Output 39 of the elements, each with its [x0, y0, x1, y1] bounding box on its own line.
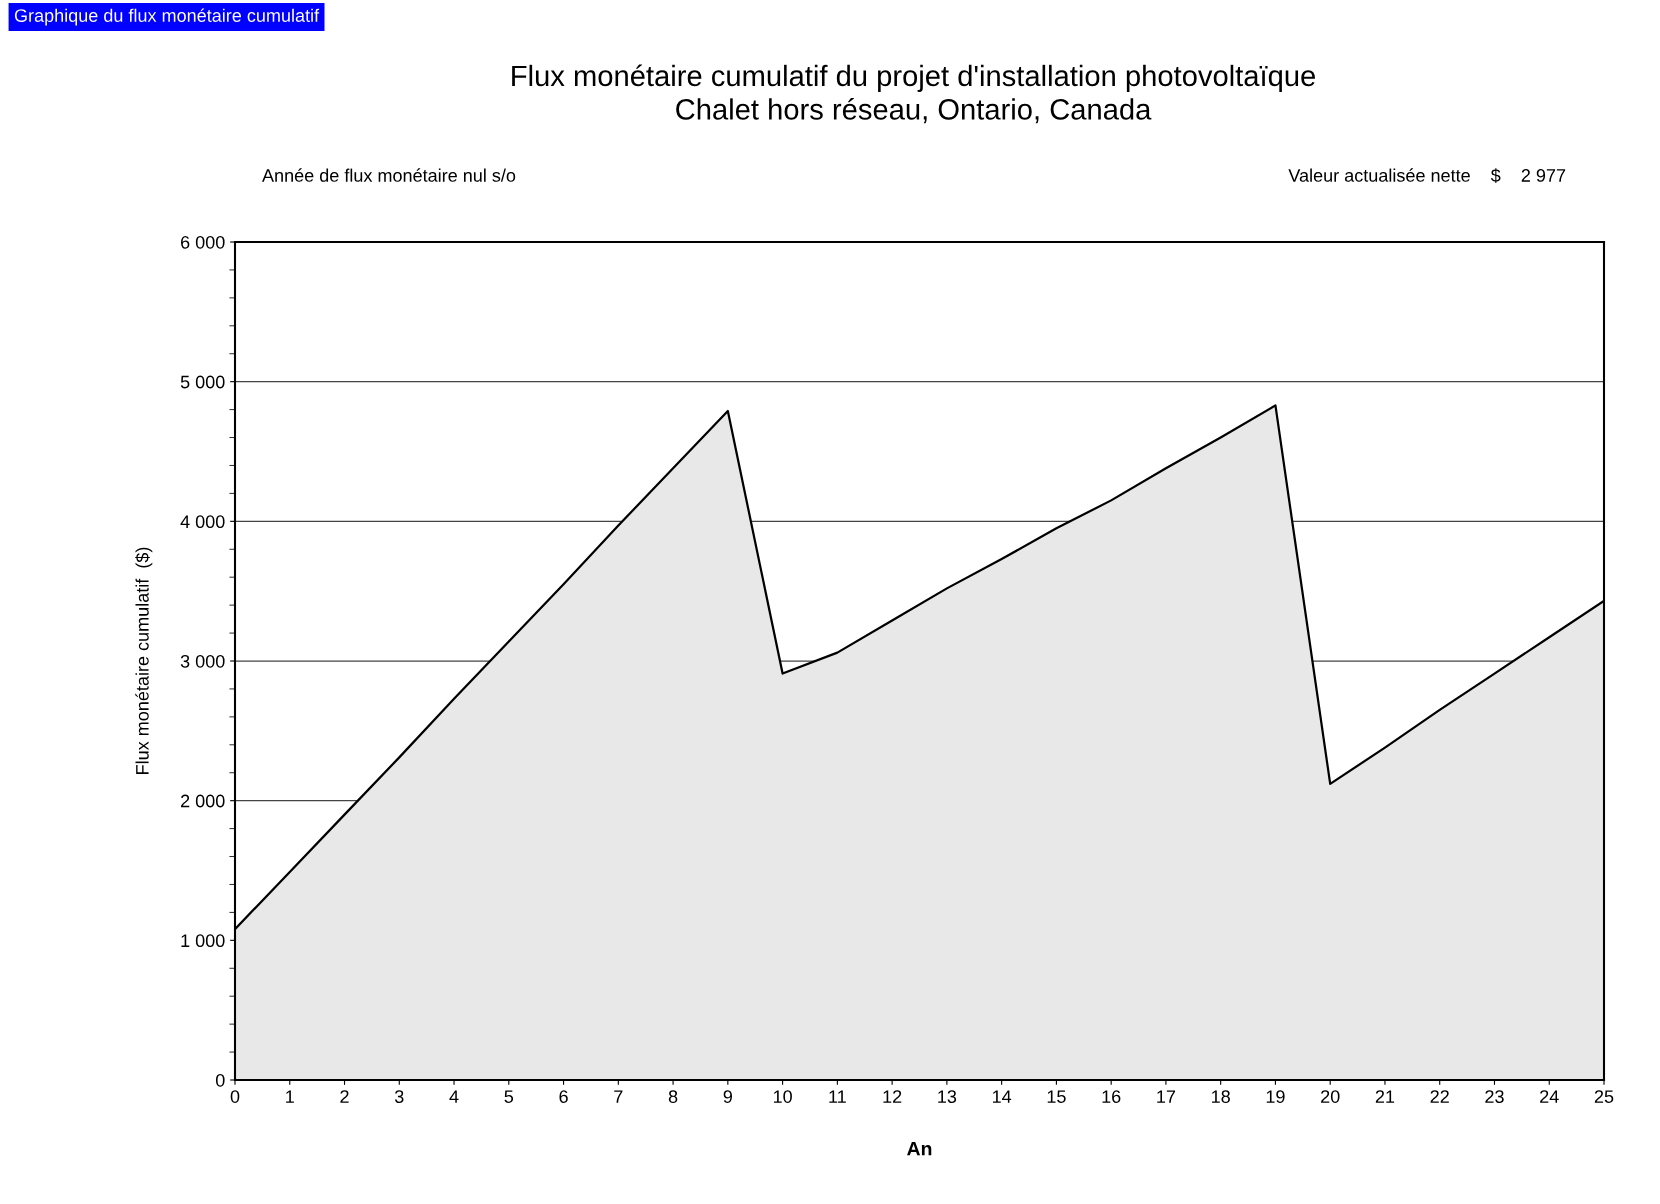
y-tick-label: 5 000	[180, 375, 225, 389]
y-tick-label: 0	[215, 1073, 225, 1087]
text: Graphique du flux monétaire cumulatif	[14, 8, 320, 26]
y-tick-label: 6 000	[181, 235, 225, 249]
x-tick-label: 15	[1047, 1090, 1066, 1103]
x-tick-label: 10	[773, 1090, 792, 1103]
x-tick-label: 3	[394, 1090, 404, 1103]
x-tick-label: 24	[1540, 1090, 1559, 1103]
x-tick-label: 18	[1212, 1090, 1230, 1103]
x-tick-label: 6	[559, 1090, 568, 1103]
x-tick-label: 11	[829, 1090, 846, 1103]
x-tick-label: 19	[1266, 1090, 1285, 1103]
x-tick-label: 20	[1321, 1090, 1340, 1103]
x-tick-label: 8	[668, 1090, 678, 1103]
x-tick-label: 12	[883, 1090, 902, 1103]
y-tick-label: 3 000	[180, 654, 225, 668]
y-axis-title: Flux monétaire cumulatif ($)	[135, 547, 153, 774]
x-tick-label: 7	[614, 1090, 623, 1103]
x-tick-label: 1	[286, 1090, 294, 1103]
x-tick-label: 17	[1157, 1090, 1176, 1103]
x-tick-label: 16	[1102, 1090, 1121, 1103]
x-tick-label: 25	[1594, 1090, 1614, 1103]
x-tick-label: 0	[230, 1090, 240, 1103]
x-tick-label: 14	[992, 1090, 1012, 1103]
chart-title: Flux monétaire cumulatif du projet d'installation photovoltaïque Chalet hors réseau, Ontario, Canada	[512, 64, 1315, 124]
y-tick-label: 1 000	[181, 934, 225, 948]
x-tick-label: 23	[1485, 1090, 1504, 1103]
x-tick-label: 21	[1375, 1090, 1395, 1103]
y-tick-label: 2 000	[181, 794, 225, 808]
x-tick-label: 22	[1430, 1090, 1449, 1103]
x-axis-title: An	[907, 1141, 932, 1156]
y-tick-label: 4 000	[180, 515, 225, 529]
x-tick-label: 13	[938, 1090, 957, 1103]
x-tick-label: 9	[723, 1090, 733, 1103]
text: Année de flux monétaire nul s/o	[262, 168, 516, 182]
x-tick-label: 2	[340, 1090, 349, 1103]
x-tick-label: 4	[449, 1090, 459, 1103]
x-tick-label: 5	[504, 1090, 514, 1103]
text: Valeur actualisée nette $ 2 977	[1288, 168, 1566, 183]
